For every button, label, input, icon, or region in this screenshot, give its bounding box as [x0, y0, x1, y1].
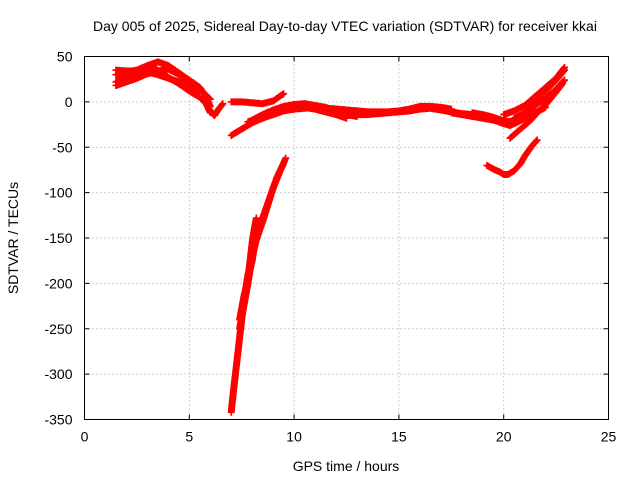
series-arc-deep	[227, 154, 290, 416]
x-tick-label: 10	[286, 429, 302, 445]
x-tick-label: 0	[81, 429, 89, 445]
series-arc-early-low	[112, 65, 214, 110]
series-markers	[468, 109, 539, 126]
tick-layer: 0 5 10 15 20 25 50 0 -50 -100 -150 -200 -250 -300 -350	[44, 49, 616, 445]
series-markers	[227, 154, 290, 416]
y-tick-label: -150	[44, 230, 72, 246]
y-tick-label: -50	[52, 139, 72, 155]
y-tick-label: -100	[44, 185, 72, 201]
series-markers	[202, 100, 227, 119]
series-markers	[236, 214, 260, 324]
series-markers	[483, 136, 541, 178]
x-tick-label: 15	[391, 429, 407, 445]
series-markers	[227, 90, 288, 108]
series-arc-late2	[468, 109, 539, 126]
y-tick-label: -250	[44, 321, 72, 337]
series-arc-dip	[202, 100, 227, 119]
plot-frame	[84, 56, 609, 420]
y-axis-title: SDTVAR / TECUs	[5, 182, 21, 294]
y-tick-label: -350	[44, 412, 72, 428]
series-arc-mid-flat	[227, 90, 288, 108]
y-tick-label: 0	[65, 94, 73, 110]
y-tick-label: -300	[44, 366, 72, 382]
series-markers	[112, 65, 214, 110]
x-tick-label: 5	[185, 429, 193, 445]
series-markers	[500, 63, 568, 119]
x-tick-label: 20	[496, 429, 512, 445]
series-arc-deep-spur	[236, 214, 260, 324]
series-arc-late-dip	[483, 136, 541, 178]
series-arc-late-rise2	[510, 76, 568, 122]
x-axis-title: GPS time / hours	[293, 458, 400, 474]
series-arc-late-rise4	[500, 63, 568, 119]
data-layer	[112, 58, 568, 416]
y-tick-label: 50	[57, 49, 73, 65]
series-markers	[510, 76, 568, 122]
chart-title: Day 005 of 2025, Sidereal Day-to-day VTE…	[93, 18, 597, 34]
x-tick-label: 25	[601, 429, 617, 445]
y-tick-label: -200	[44, 275, 72, 291]
